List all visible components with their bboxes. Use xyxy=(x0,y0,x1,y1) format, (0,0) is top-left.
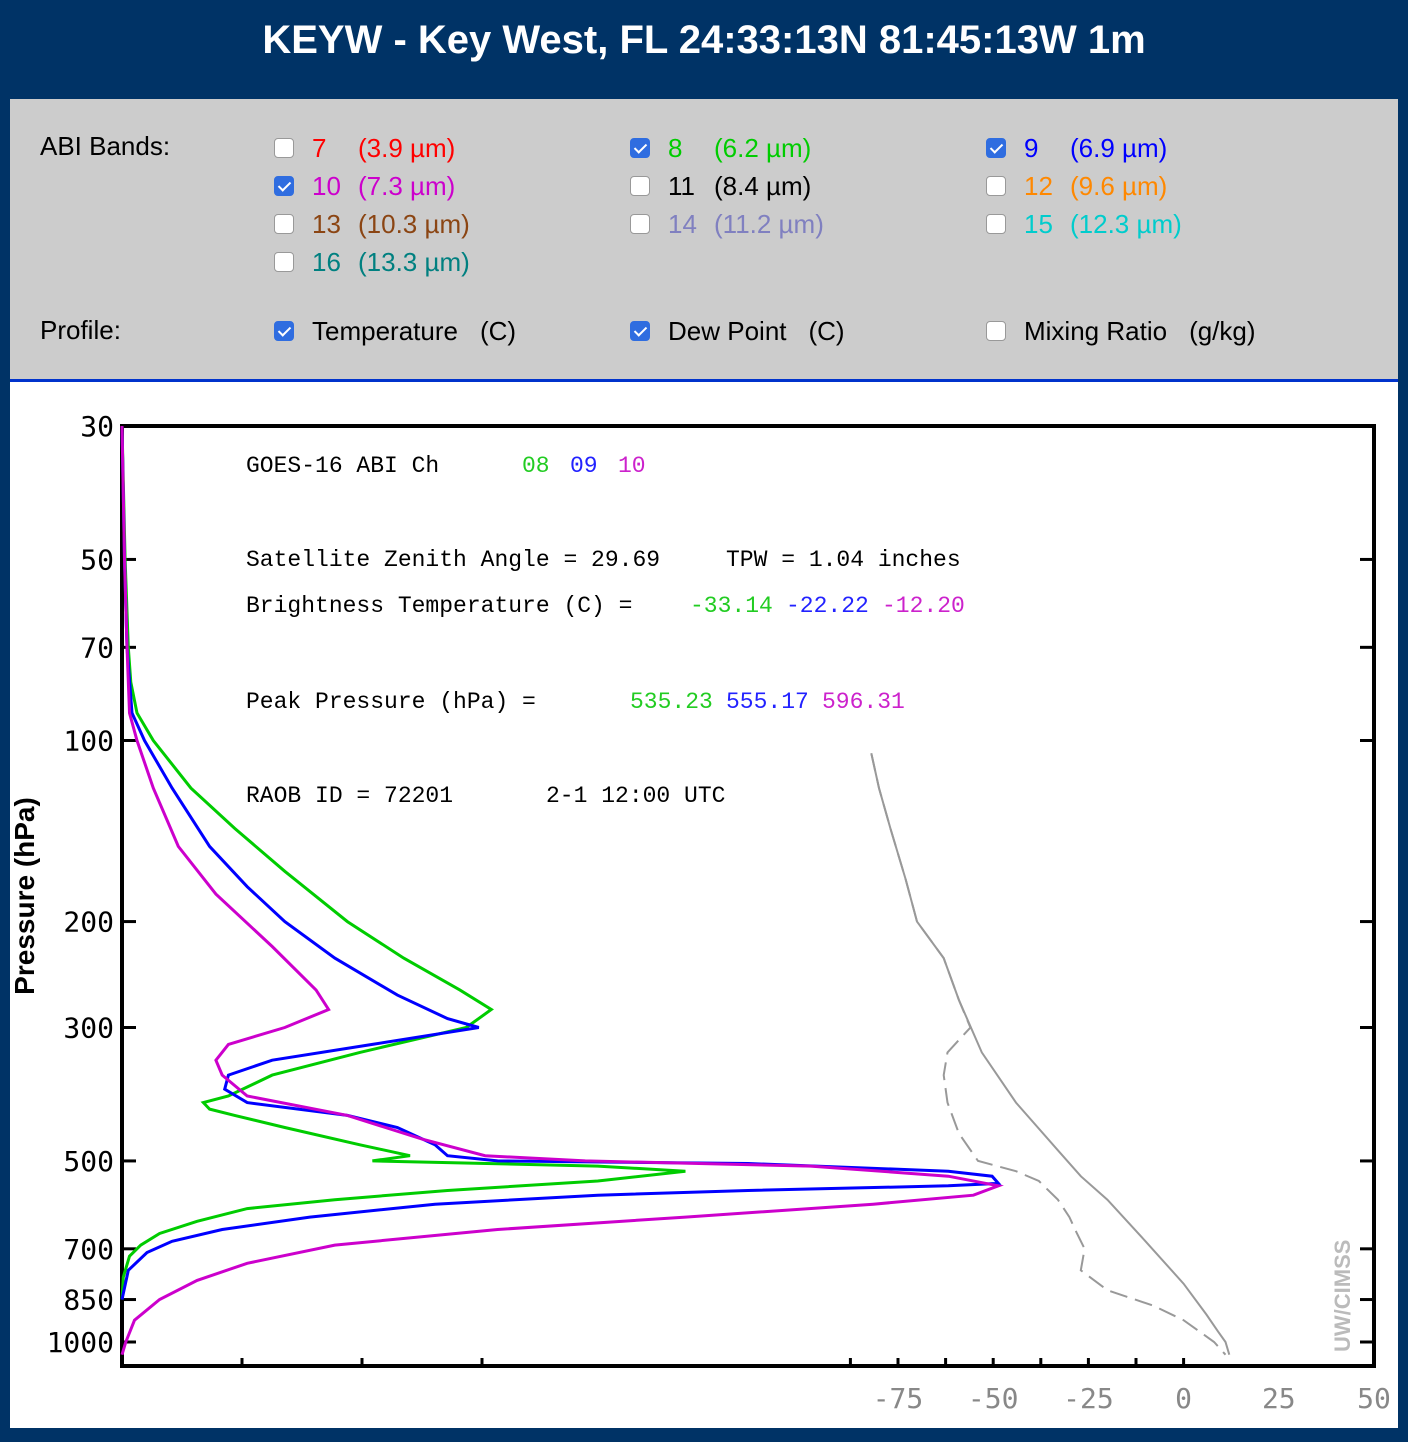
band-wavelength: (13.3 µm) xyxy=(358,246,470,277)
band-option-12[interactable]: 12 (9.6 µm) xyxy=(986,169,1167,203)
y-tick-label: 300 xyxy=(63,1011,114,1044)
band-checkbox-14[interactable] xyxy=(630,214,650,234)
annotation-peak-value: 555.17 xyxy=(726,689,809,715)
band-option-11[interactable]: 11 (8.4 µm) xyxy=(630,169,811,203)
y-tick-label: 1000 xyxy=(47,1326,114,1359)
watermark-text: UW/CIMSS xyxy=(1330,1240,1355,1352)
weighting-curve-0 xyxy=(120,425,686,1300)
band-checkbox-9[interactable] xyxy=(986,138,1006,158)
band-checkbox-16[interactable] xyxy=(274,252,294,272)
band-option-13[interactable]: 13 (10.3 µm) xyxy=(274,207,470,241)
band-wavelength: (11.2 µm) xyxy=(714,208,824,239)
profile-name: Temperature xyxy=(312,315,458,346)
band-number: 14 xyxy=(668,208,697,239)
dewpoint-profile-line xyxy=(870,753,1227,1356)
y-tick-label: 700 xyxy=(63,1233,114,1266)
band-option-9[interactable]: 9 (6.9 µm) xyxy=(986,131,1167,165)
band-checkbox-7[interactable] xyxy=(274,138,294,158)
y-tick-label: 70 xyxy=(80,631,114,664)
profile-checkbox[interactable] xyxy=(986,321,1006,341)
profile-unit: (g/kg) xyxy=(1189,315,1256,346)
page-title: KEYW - Key West, FL 24:33:13N 81:45:13W … xyxy=(262,18,1146,62)
abi-bands-label: ABI Bands: xyxy=(40,131,171,161)
profile-label: Profile: xyxy=(40,315,121,345)
band-checkbox-15[interactable] xyxy=(986,214,1006,234)
x-tick-label: -50 xyxy=(968,1382,1019,1415)
band-wavelength: (12.3 µm) xyxy=(1070,208,1182,239)
band-number: 16 xyxy=(312,246,341,277)
band-checkbox-13[interactable] xyxy=(274,214,294,234)
band-number: 11 xyxy=(668,170,695,201)
band-option-15[interactable]: 15 (12.3 µm) xyxy=(986,207,1182,241)
profile-name: Mixing Ratio xyxy=(1024,315,1168,346)
band-wavelength: (7.3 µm) xyxy=(358,170,456,201)
x-tick-label: -75 xyxy=(873,1382,924,1415)
y-tick-label: 500 xyxy=(63,1145,114,1178)
y-tick-label: 50 xyxy=(80,543,114,576)
band-number: 9 xyxy=(1024,132,1039,163)
annotation-channel: 09 xyxy=(570,453,598,479)
temperature-profile-line xyxy=(870,753,1231,1355)
band-number: 8 xyxy=(668,132,683,163)
band-option-7[interactable]: 7 (3.9 µm) xyxy=(274,131,455,165)
annotation-peak-value: 535.23 xyxy=(630,689,713,715)
x-tick-label: 0 xyxy=(1175,1382,1192,1415)
chart-panel: 30 50 70 100 200 300 500 700 850 1000 Pressure (hP… xyxy=(9,382,1398,1428)
plot-frame xyxy=(120,424,1376,1368)
band-option-10[interactable]: 10 (7.3 µm) xyxy=(274,169,455,203)
y-tick-label: 200 xyxy=(63,906,114,939)
band-number: 10 xyxy=(312,170,341,201)
annotation-channel: 10 xyxy=(618,453,646,479)
band-wavelength: (10.3 µm) xyxy=(358,208,470,239)
x-tick-label: -25 xyxy=(1063,1382,1114,1415)
profile-unit: (C) xyxy=(479,315,517,346)
band-wavelength: (3.9 µm) xyxy=(358,132,456,163)
band-checkbox-8[interactable] xyxy=(630,138,650,158)
band-wavelength: (9.6 µm) xyxy=(1070,170,1168,201)
profile-option-temperature[interactable]: Temperature (C) xyxy=(274,314,516,348)
profile-name: Dew Point xyxy=(668,315,787,346)
profile-unit: (C) xyxy=(808,315,845,346)
band-option-16[interactable]: 16 (13.3 µm) xyxy=(274,245,470,279)
y-axis-label: Pressure (hPa) xyxy=(10,797,40,995)
annotation-tpw: TPW = 1.04 inches xyxy=(726,547,961,573)
x-tick-label: 25 xyxy=(1262,1382,1296,1415)
band-option-8[interactable]: 8 (6.2 µm) xyxy=(630,131,811,165)
profile-option-dew-point[interactable]: Dew Point (C) xyxy=(630,314,845,348)
band-number: 12 xyxy=(1024,170,1053,201)
annotation-peak-value: 596.31 xyxy=(822,689,905,715)
band-wavelength: (8.4 µm) xyxy=(714,170,812,201)
weighting-curve-2 xyxy=(120,425,1004,1356)
control-panel: ABI Bands: Profile: 7 (3.9 µm) 8 (6.2 µm) 9 (… xyxy=(10,99,1398,382)
band-checkbox-12[interactable] xyxy=(986,176,1006,196)
band-number: 7 xyxy=(312,132,327,163)
band-checkbox-10[interactable] xyxy=(274,176,294,196)
annotation-bt-value: -22.22 xyxy=(786,593,869,619)
x-tick-label: 50 xyxy=(1357,1382,1391,1415)
profile-option-mixing-ratio[interactable]: Mixing Ratio (g/kg) xyxy=(986,314,1256,348)
band-checkbox-11[interactable] xyxy=(630,176,650,196)
y-tick-label: 100 xyxy=(63,725,114,758)
annotation-bt-label: Brightness Temperature (C) = xyxy=(246,593,632,619)
band-wavelength: (6.9 µm) xyxy=(1070,132,1168,163)
profile-checkbox[interactable] xyxy=(274,321,294,341)
annotation-channel: 08 xyxy=(522,453,550,479)
annotation-raob: RAOB ID = 72201 xyxy=(246,783,453,809)
band-option-14[interactable]: 14 (11.2 µm) xyxy=(630,207,824,241)
annotation-raob-time: 2-1 12:00 UTC xyxy=(546,783,725,809)
band-wavelength: (6.2 µm) xyxy=(714,132,812,163)
annotation-peak-label: Peak Pressure (hPa) = xyxy=(246,689,536,715)
y-tick-label: 30 xyxy=(80,410,114,443)
annotation-bt-value: -33.14 xyxy=(690,593,773,619)
annotation-header: GOES-16 ABI Ch xyxy=(246,453,439,479)
annotation-bt-value: -12.20 xyxy=(882,593,965,619)
band-number: 15 xyxy=(1024,208,1053,239)
profile-checkbox[interactable] xyxy=(630,321,650,341)
annotation-zenith: Satellite Zenith Angle = 29.69 xyxy=(246,547,660,573)
band-number: 13 xyxy=(312,208,341,239)
y-tick-label: 850 xyxy=(63,1284,114,1317)
